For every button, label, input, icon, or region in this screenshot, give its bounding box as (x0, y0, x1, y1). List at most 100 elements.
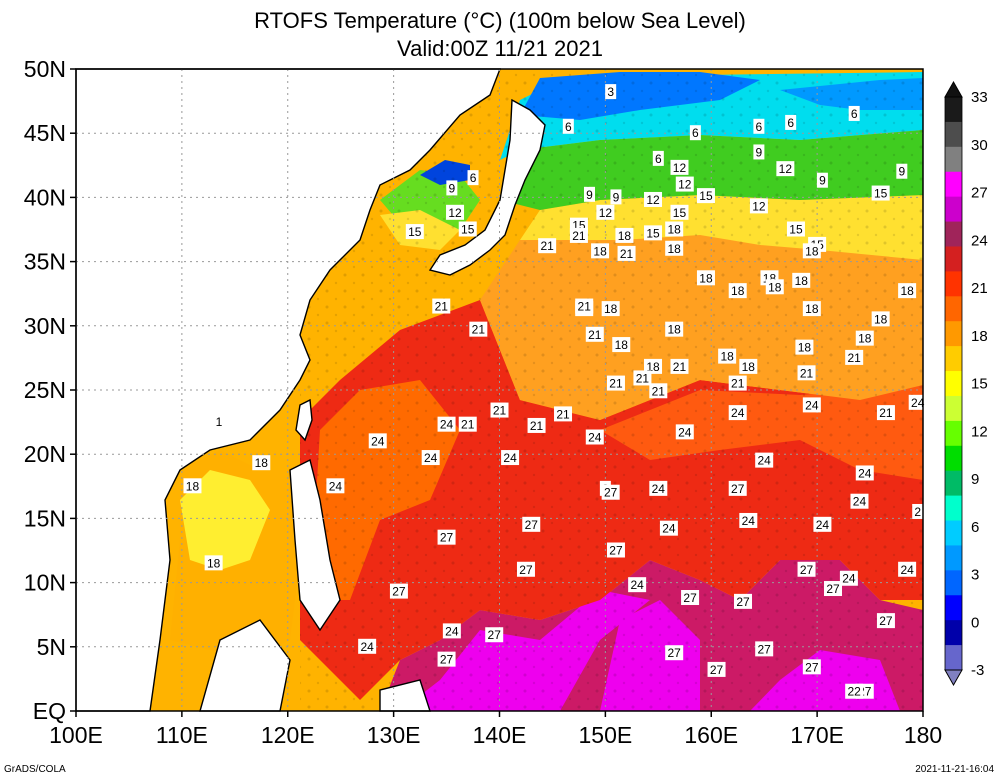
footer-credit: GrADS/COLA (4, 764, 66, 775)
colorbar-swatch (945, 371, 962, 397)
contour-label-box (728, 405, 747, 421)
colorbar-label: 30 (971, 137, 988, 154)
contour-label: 18 (668, 223, 682, 237)
lat-label: 50N (24, 56, 66, 82)
colorbar-swatch (945, 221, 962, 247)
contour-label-box (467, 170, 479, 186)
contour-label: 18 (795, 274, 809, 288)
contour-label-box (437, 651, 456, 667)
colorbar-swatch (945, 346, 962, 372)
contour-label: 24 (503, 451, 517, 465)
contour-label: 21 (530, 419, 544, 433)
contour-label: 2 (914, 505, 921, 519)
colorbar-label: 12 (971, 423, 988, 440)
contour-label-box (797, 365, 816, 381)
contour-label: 24 (588, 431, 602, 445)
contour-label: 21 (879, 406, 893, 420)
contour-label-box (437, 529, 456, 545)
lat-label: 25N (24, 377, 66, 403)
contour-label: 24 (816, 518, 830, 532)
contour-label-box (670, 204, 689, 220)
contour-label: 21 (435, 300, 449, 314)
contour-label: 21 (673, 360, 687, 374)
contour-label: 27 (525, 518, 539, 532)
contour-label-box (755, 452, 774, 468)
contour-label-box (739, 358, 758, 374)
contour-label: 18 (646, 360, 660, 374)
colorbar-label: 18 (971, 328, 988, 345)
colorbar-min-arrow (944, 669, 963, 687)
contour-label-box (855, 465, 874, 481)
lat-label: EQ (33, 698, 66, 724)
contour-label: 27 (879, 614, 893, 628)
contour-label: 6 (787, 116, 794, 130)
contour-label-box (728, 480, 747, 496)
lon-label: 160E (684, 722, 738, 748)
contour-label-box (628, 577, 647, 593)
lon-label: 150E (579, 722, 633, 748)
contour-label: 24 (329, 479, 343, 493)
colorbar-label: 27 (971, 185, 988, 202)
contour-label-box (633, 370, 652, 386)
contour-label-box (617, 245, 636, 261)
contour-label: 27 (758, 642, 772, 656)
colorbar-label: 21 (971, 280, 988, 297)
colorbar-label: 9 (971, 471, 979, 488)
contour-label-box (675, 424, 694, 440)
contour-label-box (696, 270, 715, 286)
contour-label-box (912, 503, 924, 519)
contour-label: 18 (593, 244, 607, 258)
contour-label-box (786, 221, 805, 237)
contour-label-box (707, 661, 726, 677)
contour-label: 18 (604, 302, 618, 316)
contour-label: 9 (449, 181, 456, 195)
colorbar-swatch (945, 620, 962, 646)
contour-label-box (652, 150, 664, 166)
contour-label-box (675, 176, 694, 192)
colorbar-label: 0 (971, 614, 979, 631)
contour-label: 9 (586, 188, 593, 202)
contour-label-box (850, 493, 869, 509)
colorbar-swatch (945, 570, 962, 596)
contour-label: 6 (851, 107, 858, 121)
contour-label: 21 (652, 384, 666, 398)
lon-label: 100E (49, 722, 103, 748)
contour-label: 15 (646, 226, 660, 240)
colorbar-label: 3 (971, 567, 979, 584)
contour-label-box (606, 375, 625, 391)
contour-label: 6 (565, 120, 572, 134)
contour-label-box (446, 180, 458, 196)
contour-label-box (562, 118, 574, 134)
contour-label: 18 (768, 280, 782, 294)
lat-label: 35N (24, 249, 66, 275)
lon-label: 130E (367, 722, 421, 748)
contour-label: 27 (736, 595, 750, 609)
colorbar-label: 33 (971, 89, 988, 106)
map-subtitle: Valid:00Z 11/21 2021 (397, 36, 603, 61)
contour-label-box (855, 330, 874, 346)
contour-label-box (368, 433, 387, 449)
contour-label-box (845, 349, 864, 365)
contour-label-box (776, 161, 795, 177)
lat-label: 10N (24, 570, 66, 596)
contour-label-box (896, 163, 908, 179)
contour-label: 24 (424, 451, 438, 465)
contour-label: 27 (440, 531, 454, 545)
contour-label-box (606, 542, 625, 558)
contour-label-box (816, 172, 828, 188)
contour-label: 18 (731, 284, 745, 298)
contour-label-box (610, 189, 622, 205)
colorbar-swatch (945, 121, 962, 148)
contour-label: 18 (742, 360, 756, 374)
contour-label-box (765, 279, 784, 295)
contour-label: 24 (445, 624, 459, 638)
colorbar-swatch (945, 420, 962, 447)
contour-label-box (585, 429, 604, 445)
contour-label: 24 (805, 398, 819, 412)
contour-label: 18 (255, 456, 269, 470)
contour-label: 27 (604, 486, 618, 500)
